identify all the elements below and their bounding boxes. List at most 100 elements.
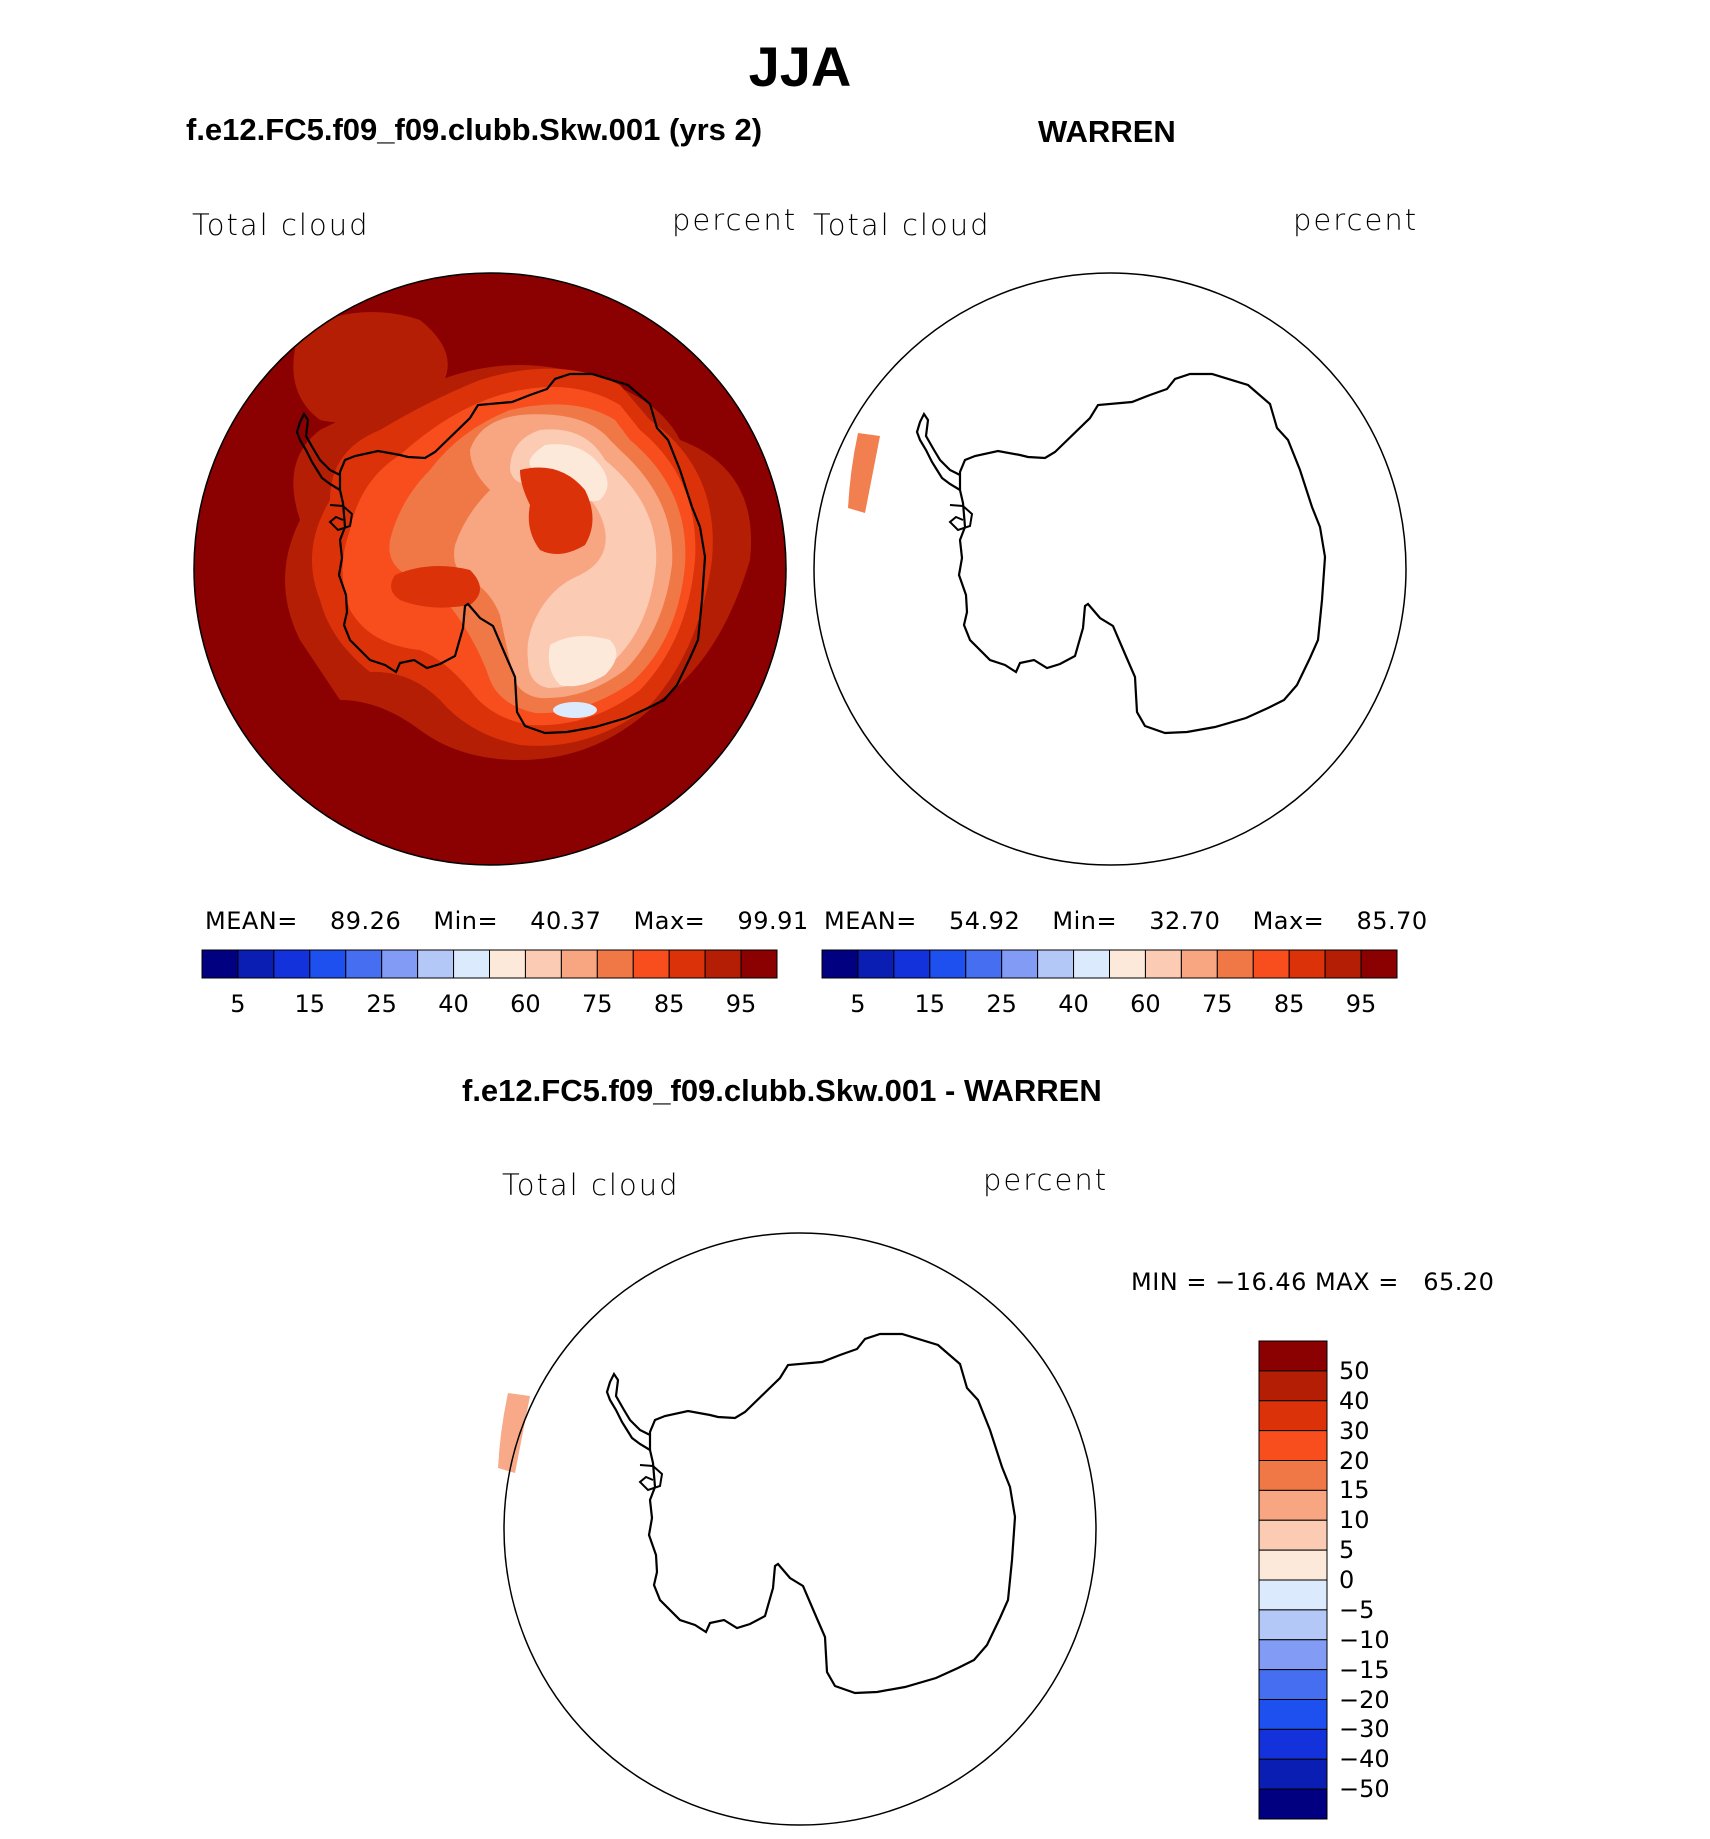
panel1-max-label: Max= [633, 907, 706, 935]
panel2-shelf-coastline [949, 504, 973, 531]
panel1-min-label: Min= [433, 907, 499, 935]
panel1-colorbar-swatch [417, 949, 455, 979]
panel2-stats: MEAN= 54.92 Min= 32.70 Max= 85.70 [824, 907, 1428, 935]
diff-colorbar-tick-label: −30 [1339, 1715, 1390, 1744]
diff-variable-label: Total cloud [502, 1168, 680, 1202]
panel1-colorbar-swatch [453, 949, 490, 979]
panel1-colorbar-swatch [381, 949, 419, 979]
panel2-colorbar-swatch [965, 949, 1003, 979]
diff-colorbar-swatch [1258, 1489, 1328, 1521]
diff-units-label: percent [983, 1163, 1109, 1197]
panel2-colorbar-swatch [1180, 949, 1218, 979]
panel2-coastline [957, 372, 1327, 735]
panel1-colorbar [201, 949, 778, 979]
diff-peninsula-coastline [605, 1372, 652, 1452]
diff-colorbar-tick-label: 10 [1339, 1506, 1370, 1535]
panel2-colorbar-swatch [1037, 949, 1075, 979]
panel2-max-label: Max= [1252, 907, 1325, 935]
panel1-cloud-region-cream-2 [548, 636, 617, 687]
panel2-colorbar-swatch [821, 949, 859, 979]
panel2-colorbar-swatch [857, 949, 895, 979]
panel2-colorbar-tick-label: 25 [986, 990, 1017, 1018]
panel2-colorbar-swatch [1324, 949, 1362, 979]
diff-colorbar-swatch [1258, 1639, 1328, 1671]
panel2-max-value: 85.70 [1356, 907, 1428, 935]
panel1-colorbar-tick-label: 5 [230, 990, 246, 1018]
panel2-colorbar-swatch [1073, 949, 1110, 979]
panel1-colorbar-swatch [704, 949, 742, 979]
panel2-peninsula-coastline [915, 412, 962, 492]
diff-colorbar-tick-label: 0 [1339, 1566, 1355, 1594]
panel1-colorbar-tick-label: 25 [366, 990, 397, 1018]
diff-minmax-text: MIN = −16.46 MAX = 65.20 [1131, 1268, 1495, 1296]
panel2-min-label: Min= [1052, 907, 1118, 935]
diff-colorbar-tick-label: 15 [1339, 1476, 1370, 1505]
diff-colorbar-tick-label: 30 [1339, 1416, 1370, 1445]
panel1-colorbar-swatch [201, 949, 239, 979]
panel1-colorbar-swatch [524, 949, 562, 979]
panel2-colorbar-tick-label: 75 [1202, 990, 1233, 1018]
diff-colorbar-swatch [1258, 1370, 1328, 1402]
panel2-colorbar-swatch [1288, 949, 1326, 979]
panel2-colorbar-swatch [1252, 949, 1290, 979]
panel2-colorbar-tick-label: 60 [1130, 990, 1161, 1018]
diff-colorbar-swatch [1258, 1340, 1328, 1372]
panel1-map-border [193, 272, 787, 866]
diff-colorbar-tick-label: −15 [1339, 1655, 1390, 1684]
panel1-min-value: 40.37 [530, 907, 602, 935]
panel1-colorbar-tick-label: 40 [438, 990, 469, 1018]
panel1-colorbar-tick-label: 85 [653, 990, 685, 1018]
panel1-mean-label: MEAN= [205, 907, 298, 935]
panel1-cloud-region-light [510, 429, 657, 688]
panel2-units-label: percent [1293, 203, 1419, 237]
panel2-colorbar-swatch [1144, 949, 1182, 979]
diff-colorbar-swatch [1258, 1728, 1328, 1760]
diff-colorbar-swatch [1258, 1788, 1328, 1820]
diff-colorbar-tick-label: −20 [1339, 1685, 1390, 1714]
diff-coastline [647, 1332, 1017, 1695]
panel2-colorbar-tick-label: 40 [1058, 990, 1089, 1018]
diff-case-title: f.e12.FC5.f09_f09.clubb.Skw.001 - WARREN [462, 1073, 1102, 1108]
panel1-cloud-region-interior [520, 467, 593, 554]
diff-colorbar-swatch [1258, 1400, 1328, 1432]
main-title: JJA [748, 35, 852, 98]
panel2-variable-label: Total cloud [813, 208, 991, 242]
diff-shelf-coastline [639, 1464, 663, 1491]
panel2-colorbar [821, 949, 1398, 979]
panel2-case-title: WARREN [1038, 114, 1176, 149]
panel1-stats: MEAN= 89.26 Min= 40.37 Max= 99.91 [205, 907, 809, 935]
diff-observation-strip [498, 1393, 530, 1473]
panel2-colorbar-swatch [1001, 949, 1039, 979]
panel2-colorbar-tick-label: 95 [1345, 990, 1377, 1018]
panel1-colorbar-swatch [596, 949, 634, 979]
diff-colorbar-tick-label: −5 [1339, 1595, 1375, 1624]
panel1-colorbar-swatch [560, 949, 598, 979]
panel1-colorbar-tick-label: 75 [582, 990, 613, 1018]
diff-colorbar-swatch [1258, 1699, 1328, 1730]
panel1-colorbar-swatch [237, 949, 275, 979]
panel2-colorbar-tick-label: 85 [1273, 990, 1305, 1018]
diff-colorbar-swatch [1258, 1519, 1328, 1551]
diff-colorbar [1258, 1340, 1328, 1820]
panel1-colorbar-swatch [489, 949, 526, 979]
panel1-case-title: f.e12.FC5.f09_f09.clubb.Skw.001 (yrs 2) [186, 112, 763, 147]
panel2-colorbar-tick-label: 15 [914, 990, 946, 1018]
panel1-cloud-region-cream [529, 444, 608, 502]
panel1-colorbar-swatch [309, 949, 347, 979]
diff-colorbar-tick-label: −50 [1339, 1775, 1390, 1804]
diff-map [498, 1232, 1097, 1826]
panel1-cloud-region-pale-blue [553, 702, 597, 718]
diff-colorbar-swatch [1258, 1430, 1328, 1461]
panel1-colorbar-swatch [345, 949, 383, 979]
panel1-colorbar-swatch [668, 949, 706, 979]
diff-colorbar-swatch [1258, 1579, 1328, 1611]
panel2-colorbar-swatch [1360, 949, 1398, 979]
diff-colorbar-tick-label: 50 [1339, 1356, 1370, 1385]
panel1-colorbar-tick-label: 15 [294, 990, 326, 1018]
diff-colorbar-tick-label: −40 [1339, 1745, 1390, 1774]
panel2-mean-value: 54.92 [949, 907, 1021, 935]
diff-colorbar-tick-label: −10 [1339, 1625, 1390, 1654]
panel2-colorbar-swatch [893, 949, 931, 979]
panel2-mean-label: MEAN= [824, 907, 917, 935]
panel1-max-value: 99.91 [737, 907, 809, 935]
